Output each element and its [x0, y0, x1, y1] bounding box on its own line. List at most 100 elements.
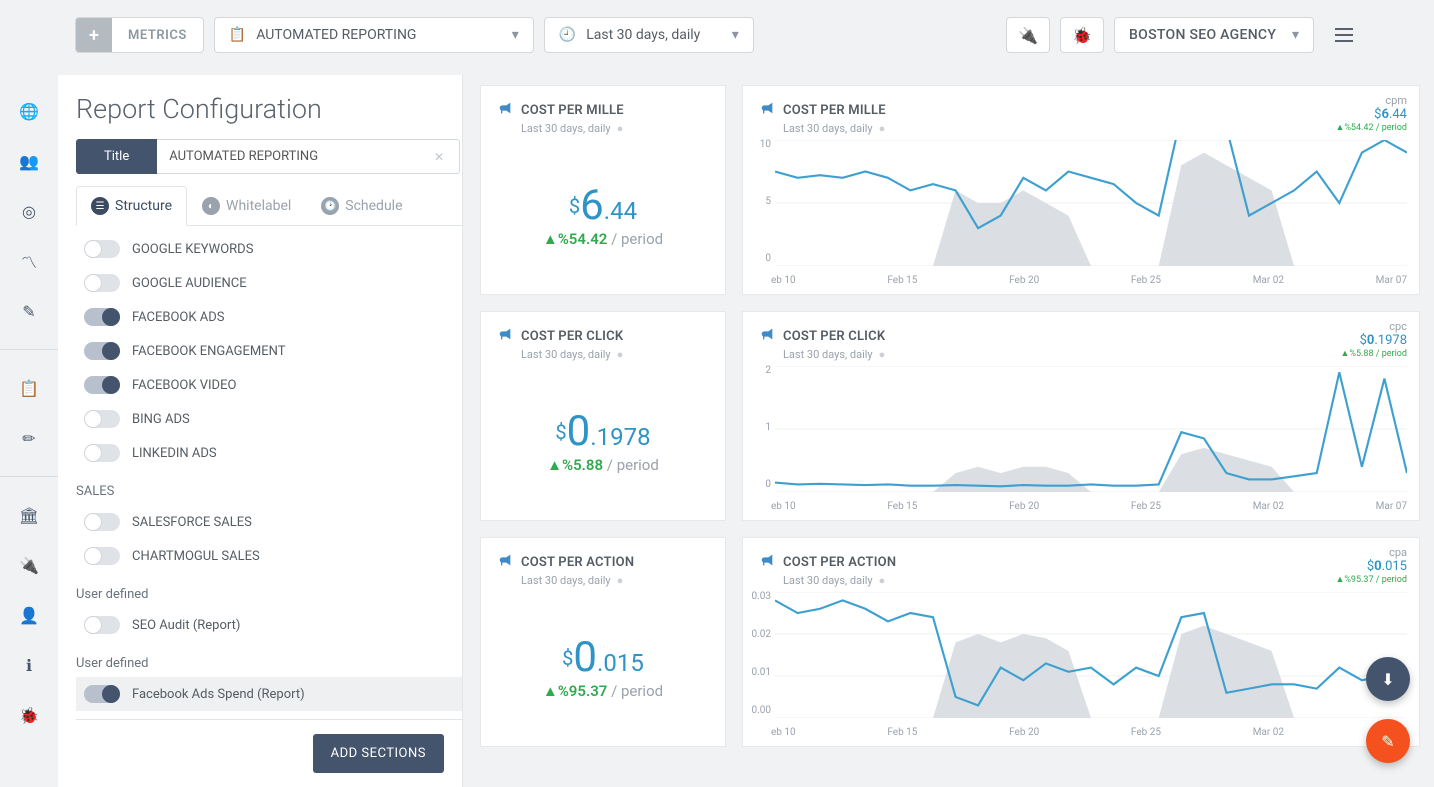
- tab-structure[interactable]: ☰Structure: [76, 186, 187, 226]
- globe-icon: 🌐: [19, 102, 39, 121]
- kpi-value: $0.1978: [555, 407, 650, 456]
- nav-info[interactable]: ℹ: [15, 651, 43, 679]
- nav-audience[interactable]: 👥: [15, 147, 43, 175]
- clear-title-icon[interactable]: ✕: [434, 150, 444, 164]
- toggle[interactable]: [84, 308, 120, 326]
- legend-unit: cpc: [1341, 320, 1408, 333]
- kpi-delta: ▲%54.42 / period: [543, 230, 663, 248]
- whitelabel-icon: ◐: [202, 197, 220, 215]
- legend-value: $0.015: [1335, 559, 1407, 574]
- toggle-label: SEO Audit (Report): [132, 618, 240, 633]
- toggle-row: FACEBOOK ADS: [76, 300, 462, 334]
- bullhorn-icon: [759, 326, 775, 342]
- metrics-button[interactable]: + METRICS: [75, 17, 204, 53]
- nav-bug[interactable]: 🐞: [15, 701, 43, 729]
- toggle-label: GOOGLE KEYWORDS: [132, 242, 253, 257]
- metric-row: COST PER CLICKLast 30 days, daily ●$0.19…: [480, 311, 1420, 521]
- download-fab[interactable]: ⬇: [1366, 657, 1410, 701]
- plug-icon: 🔌: [1018, 26, 1038, 45]
- date-dropdown[interactable]: 🕘 Last 30 days, daily ▾: [544, 17, 754, 53]
- legend-delta: ▲%54.42 / period: [1335, 122, 1407, 133]
- chart-card: COST PER CLICKLast 30 days, daily ●cpc$0…: [742, 311, 1420, 521]
- chevron-down-icon: ▾: [732, 27, 739, 43]
- card-title: COST PER MILLE: [521, 103, 624, 118]
- nav-clipboard[interactable]: 📋: [15, 374, 43, 402]
- toggle[interactable]: [84, 547, 120, 565]
- add-sections-wrap: ADD SECTIONS: [76, 719, 462, 787]
- nav-chart[interactable]: 〽: [15, 247, 43, 275]
- report-dropdown[interactable]: 📋 AUTOMATED REPORTING ▾: [214, 17, 534, 53]
- tab-schedule-label: Schedule: [345, 198, 402, 214]
- toggle[interactable]: [84, 444, 120, 462]
- nav-globe[interactable]: 🌐: [15, 97, 43, 125]
- y-axis: 210: [743, 366, 771, 492]
- section-label: User defined: [76, 642, 462, 677]
- nav-account[interactable]: 👤: [15, 601, 43, 629]
- config-heading: Report Configuration: [76, 93, 462, 125]
- toggle[interactable]: [84, 685, 120, 703]
- bullhorn-icon: [497, 326, 513, 342]
- kpi-card: COST PER ACTIONLast 30 days, daily ●$0.0…: [480, 537, 726, 747]
- toggle[interactable]: [84, 616, 120, 634]
- clipboard-icon: 📋: [19, 379, 39, 398]
- card-head: COST PER MILLE: [481, 86, 725, 122]
- toggle[interactable]: [84, 410, 120, 428]
- toggle-row: FACEBOOK VIDEO: [76, 368, 462, 402]
- bullhorn-icon: [497, 100, 513, 116]
- menu-button[interactable]: [1324, 17, 1364, 53]
- toggle-row: FACEBOOK ENGAGEMENT: [76, 334, 462, 368]
- x-axis: eb 10Feb 15Feb 20Feb 25Mar 02Mar 07: [753, 275, 1407, 286]
- card-head: COST PER ACTION: [743, 538, 1419, 574]
- title-input[interactable]: [157, 139, 460, 174]
- info-dot-icon: ●: [617, 348, 624, 361]
- y-axis: 0.030.020.010.00: [743, 592, 771, 718]
- sparkline: [775, 366, 1407, 492]
- nav-bank[interactable]: 🏛: [15, 501, 43, 529]
- info-dot-icon: ●: [879, 574, 886, 587]
- chevron-down-icon: ▾: [1292, 27, 1299, 43]
- clock-icon: 🕘: [559, 27, 576, 43]
- structure-body: GOOGLE KEYWORDS GOOGLE AUDIENCE FACEBOOK A…: [76, 226, 462, 719]
- nav-edit[interactable]: ✎: [15, 297, 43, 325]
- info-icon: ℹ: [26, 656, 32, 675]
- nav-plug[interactable]: 🔌: [15, 551, 43, 579]
- kpi-delta: ▲%95.37 / period: [543, 682, 663, 700]
- card-head: COST PER MILLE: [743, 86, 1419, 122]
- nav-target[interactable]: ◎: [15, 197, 43, 225]
- tab-schedule[interactable]: 🕑 Schedule: [306, 186, 417, 225]
- card-title: COST PER MILLE: [783, 103, 886, 118]
- pencil-icon: ✎: [22, 302, 35, 321]
- toggle[interactable]: [84, 513, 120, 531]
- metric-row: COST PER MILLELast 30 days, daily ●$6.44…: [480, 85, 1420, 295]
- toggle[interactable]: [84, 342, 120, 360]
- toggle-row: CHARTMOGUL SALES: [76, 539, 462, 573]
- toggle-label: CHARTMOGUL SALES: [132, 549, 260, 564]
- toggle[interactable]: [84, 274, 120, 292]
- clipboard-icon: 📋: [229, 27, 246, 43]
- info-dot-icon: ●: [879, 348, 886, 361]
- tab-whitelabel[interactable]: ◐Whitelabel: [187, 186, 306, 225]
- card-head: COST PER CLICK: [481, 312, 725, 348]
- bug-button[interactable]: 🐞: [1060, 17, 1104, 53]
- legend-value: $6.44: [1335, 107, 1407, 122]
- nav-draw[interactable]: ✏: [15, 424, 43, 452]
- card-head: COST PER CLICK: [743, 312, 1419, 348]
- toggle-label: FACEBOOK ADS: [132, 310, 224, 325]
- card-sub: Last 30 days, daily ●: [481, 574, 725, 587]
- edit-fab[interactable]: ✎: [1366, 719, 1410, 763]
- nav-rail: 🌐 👥 ◎ 〽 ✎ 📋 ✏ 🏛 🔌 👤 ℹ 🐞: [0, 85, 58, 729]
- toggle-row: SALESFORCE SALES: [76, 505, 462, 539]
- add-sections-button[interactable]: ADD SECTIONS: [313, 734, 444, 773]
- toggle-label: GOOGLE AUDIENCE: [132, 276, 247, 291]
- section-label: SALES: [76, 470, 462, 505]
- agency-dropdown[interactable]: BOSTON SEO AGENCY ▾: [1114, 17, 1314, 53]
- plug-button[interactable]: 🔌: [1006, 17, 1050, 53]
- date-dropdown-label: Last 30 days, daily: [586, 27, 700, 43]
- toggle[interactable]: [84, 376, 120, 394]
- top-bar: + METRICS 📋 AUTOMATED REPORTING ▾ 🕘 Last…: [0, 0, 1434, 70]
- toggle[interactable]: [84, 240, 120, 258]
- toggle-label: FACEBOOK ENGAGEMENT: [132, 344, 286, 359]
- schedule-icon: 🕑: [321, 197, 339, 215]
- kpi-body: $0.1978▲%5.88 / period: [481, 361, 725, 520]
- chart-area: [775, 140, 1407, 266]
